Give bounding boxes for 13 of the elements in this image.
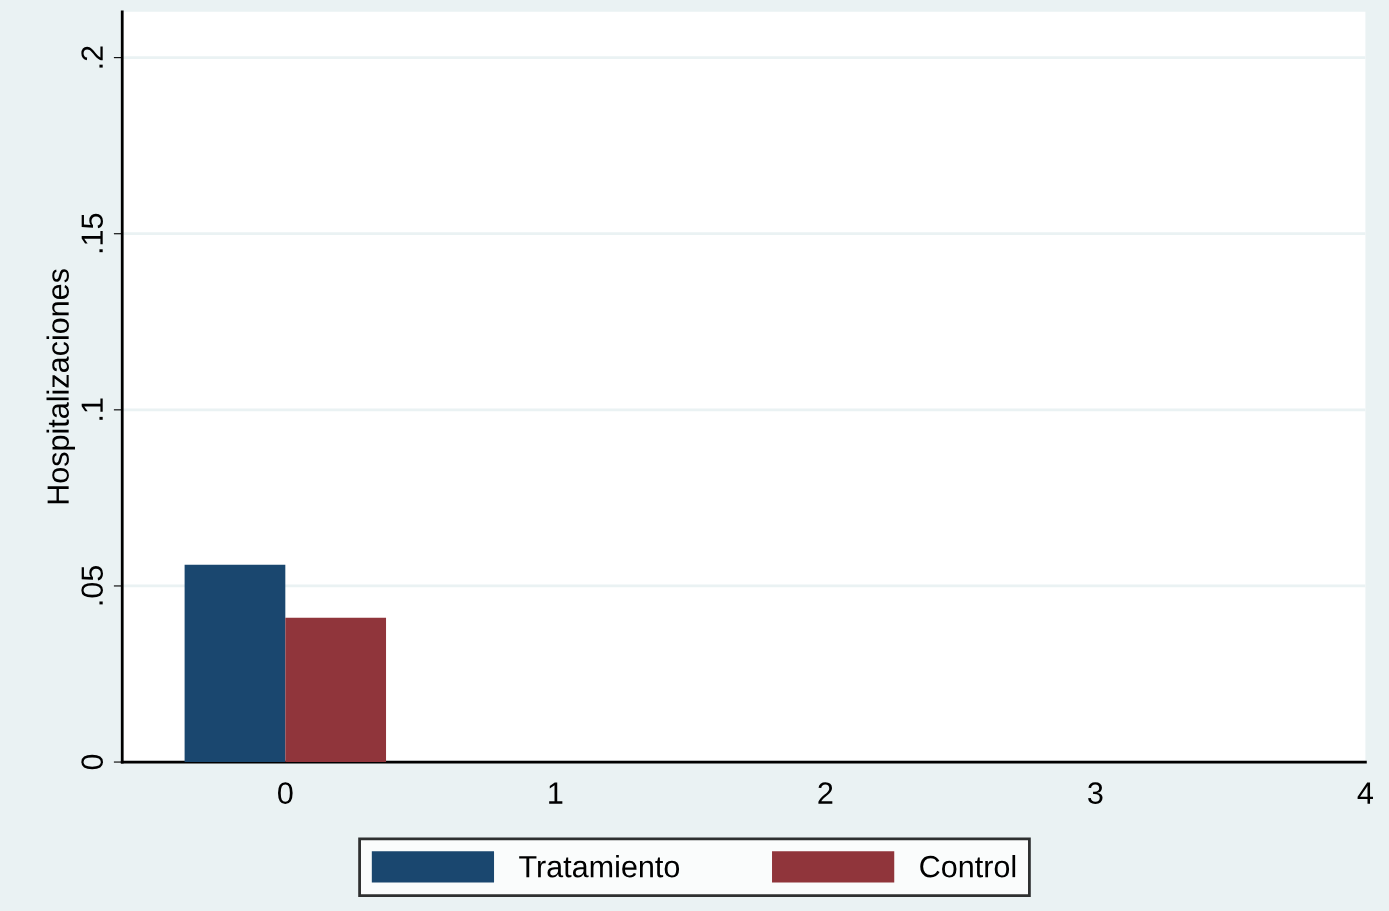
legend-label: Tratamiento <box>519 855 680 878</box>
y-tick-label: .15 <box>81 213 103 253</box>
y-tick-label: .1 <box>81 398 103 420</box>
y-axis-title: Hospitalizaciones <box>46 269 75 504</box>
x-tick-label: 1 <box>549 782 563 804</box>
x-tick-label: 0 <box>278 782 293 804</box>
y-tick-label: .2 <box>81 46 103 68</box>
legend-label: Control <box>920 855 1016 878</box>
y-tick-label: 0 <box>81 754 103 770</box>
y-tick-label: .05 <box>81 565 103 605</box>
x-tick-label: 4 <box>1357 782 1373 804</box>
x-tick-label: 3 <box>1088 782 1103 804</box>
x-tick-label: 2 <box>818 782 833 804</box>
